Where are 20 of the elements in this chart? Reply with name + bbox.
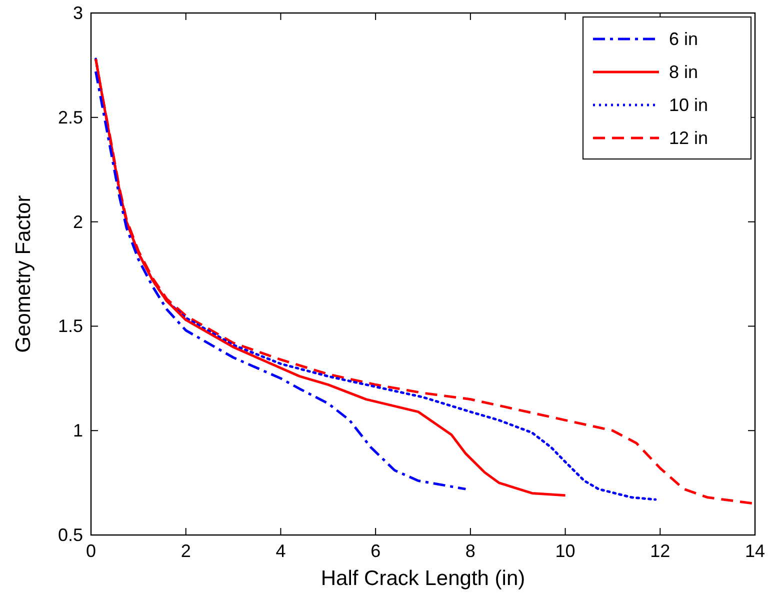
x-tick-label: 0 [86, 541, 96, 561]
y-axis-title: Geometry Factor [12, 195, 35, 353]
legend-label: 10 in [669, 95, 708, 115]
x-axis-title: Half Crack Length (in) [320, 567, 526, 590]
y-tick-label: 2 [72, 212, 83, 232]
x-tick-label: 8 [465, 541, 476, 561]
x-tick-label: 14 [744, 541, 766, 561]
legend-label: 12 in [669, 128, 708, 148]
y-tick-label: 2.5 [58, 107, 83, 128]
x-tick-label: 2 [180, 541, 191, 561]
x-tick-label: 12 [650, 541, 670, 561]
y-tick-label: 3 [72, 3, 83, 23]
x-tick-label: 4 [276, 541, 286, 561]
legend-label: 8 in [669, 62, 698, 82]
x-tick-label: 6 [370, 541, 381, 561]
y-tick-label: 1 [72, 420, 83, 441]
y-tick-label: 1.5 [58, 316, 83, 336]
y-tick-label: 0.5 [58, 525, 83, 545]
x-tick-label: 10 [555, 541, 576, 561]
legend-label: 6 in [669, 29, 698, 49]
